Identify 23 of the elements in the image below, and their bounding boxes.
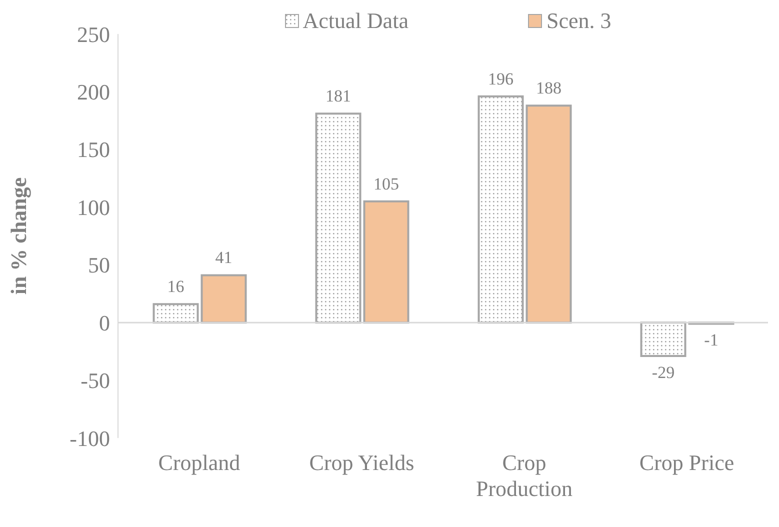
data-label: 41 — [215, 248, 232, 268]
y-tick-label: 200 — [77, 80, 110, 105]
y-tick-label: 150 — [77, 137, 110, 162]
y-tick-label: 100 — [77, 194, 110, 220]
data-label: -29 — [652, 363, 675, 382]
y-tick-label: 250 — [77, 22, 110, 47]
data-label: 16 — [167, 277, 184, 296]
legend-label: Actual Data — [302, 8, 408, 34]
x-tick-label: Crop Production — [476, 450, 573, 501]
y-tick-label: -100 — [70, 426, 110, 451]
x-tick-label: Cropland — [158, 450, 240, 475]
y-tick-label: 0 — [99, 310, 110, 336]
legend-label: Scen. 3 — [545, 8, 612, 34]
x-tick-label: Crop Yields — [309, 450, 414, 475]
y-tick-label: 50 — [88, 252, 110, 278]
data-label: 196 — [488, 69, 514, 88]
data-label: -1 — [704, 330, 718, 350]
data-label: 188 — [536, 78, 562, 98]
data-label: 105 — [374, 174, 399, 194]
x-tick-label: Crop Price — [639, 450, 734, 475]
data-label: 181 — [326, 86, 351, 106]
y-axis-title: in % change — [6, 177, 31, 295]
y-tick-label: -50 — [80, 368, 110, 394]
